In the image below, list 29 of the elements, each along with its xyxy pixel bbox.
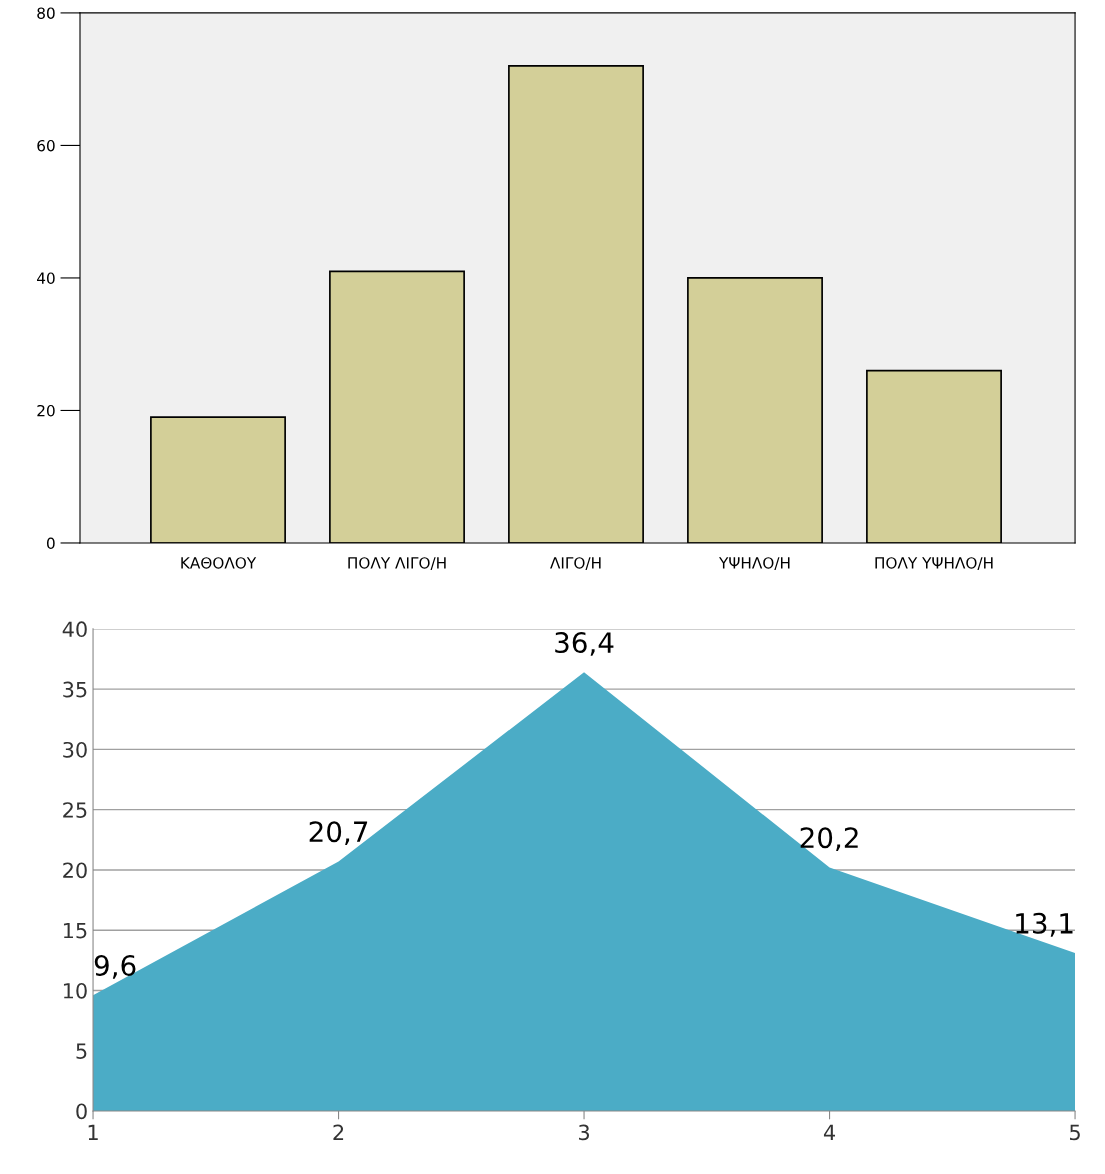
data-label: 36,4 — [555, 632, 614, 656]
y-tick-label: 60 — [37, 139, 55, 152]
y-tick-label: 80 — [37, 7, 55, 19]
x-tick-label: ΥΨΗΛΟ/Η — [718, 557, 790, 570]
data-label: 20,2 — [800, 827, 858, 852]
y-tick-label: 35 — [63, 681, 87, 698]
data-label: 20,7 — [309, 821, 368, 846]
x-tick-label: 4 — [823, 1124, 836, 1140]
y-tick-label: 40 — [37, 272, 55, 284]
data-label: 9,6 — [94, 954, 136, 979]
y-tick-label: 0 — [76, 1103, 87, 1120]
y-tick-label: 20 — [37, 404, 55, 417]
x-tick-label: 2 — [333, 1124, 344, 1140]
x-tick-label: 5 — [1070, 1124, 1080, 1141]
y-tick-label: 0 — [46, 537, 55, 549]
y-tick-label: 40 — [62, 621, 87, 638]
y-tick-label: 30 — [63, 741, 87, 758]
x-tick-label: ΛΙΓΟ/Η — [550, 557, 601, 570]
data-label: 13,1 — [1016, 912, 1073, 937]
x-tick-label: 1 — [88, 1124, 98, 1140]
x-tick-label: ΠΟΛΥ ΛΙΓΟ/Η — [348, 557, 446, 570]
y-tick-label: 10 — [63, 982, 87, 999]
x-tick-label: ΚΑΘΟΛΟΥ — [181, 557, 257, 569]
y-tick-label: 25 — [63, 802, 87, 818]
x-tick-label: ΠΟΛΥ ΥΨΗΛΟ/Η — [875, 557, 993, 570]
y-tick-label: 5 — [76, 1043, 87, 1059]
x-tick-label: 3 — [579, 1124, 590, 1141]
y-tick-label: 15 — [63, 922, 87, 939]
y-tick-label: 20 — [63, 862, 87, 879]
